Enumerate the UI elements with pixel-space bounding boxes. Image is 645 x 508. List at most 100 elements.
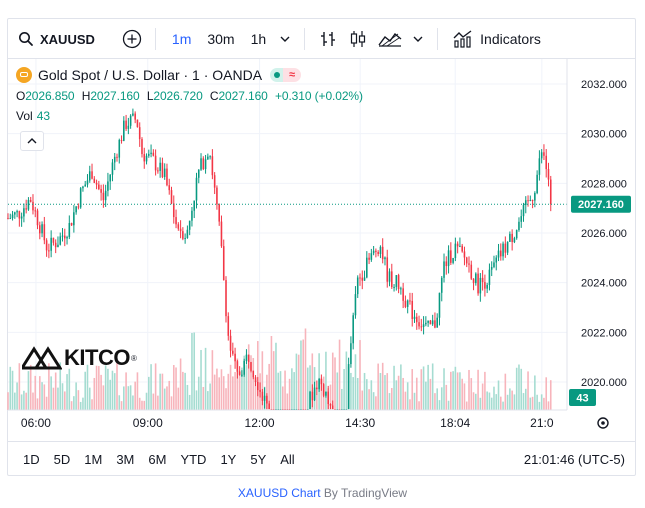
collapse-legend-button[interactable] <box>20 131 44 151</box>
candle-body <box>138 127 141 140</box>
price-tick-label: 2028.000 <box>581 178 627 190</box>
volume-bar <box>329 384 332 410</box>
toolbar-separator <box>154 28 156 50</box>
volume-bar <box>113 373 116 410</box>
candle-body <box>252 370 255 378</box>
range-ytd[interactable]: YTD <box>180 451 207 467</box>
candle-body <box>370 253 373 260</box>
candle-body <box>261 391 264 401</box>
candle-body <box>486 284 488 289</box>
candle-body <box>111 162 114 175</box>
volume-bar <box>429 378 432 410</box>
volume-bar <box>545 377 548 410</box>
volume-bar <box>175 367 177 410</box>
volume-bar <box>359 340 361 410</box>
candle-body <box>225 280 227 317</box>
volume-bar <box>540 394 543 410</box>
time-axis[interactable]: 06:00 09:00 12:00 14:30 18:04 21:0 <box>21 416 554 430</box>
candle-body <box>413 316 416 319</box>
chart-style-dropdown[interactable] <box>407 20 429 58</box>
interval-dropdown[interactable] <box>274 20 296 58</box>
indicators-button[interactable]: Indicators <box>452 20 541 58</box>
candle-body <box>125 120 127 129</box>
volume-bar <box>134 381 136 410</box>
candle-body <box>266 395 268 404</box>
candle-body <box>452 258 454 263</box>
candle-body <box>191 210 193 221</box>
range-3m[interactable]: 3M <box>116 451 135 467</box>
candle-body <box>136 119 139 128</box>
candle-body <box>43 224 46 241</box>
volume-bar <box>34 375 37 410</box>
candle-body <box>91 171 93 179</box>
volume-bar <box>531 396 534 410</box>
candle-body <box>61 235 64 237</box>
interval-1m[interactable]: 1m <box>171 31 192 47</box>
interval-1h[interactable]: 1h <box>250 31 267 47</box>
candle-body <box>429 320 432 325</box>
candle-body <box>499 250 502 257</box>
volume-bar <box>48 363 50 410</box>
bars-style-button[interactable] <box>313 20 343 58</box>
candle-body <box>318 378 320 390</box>
open-value: 2026.850 <box>25 89 75 103</box>
settings-button[interactable] <box>597 417 609 429</box>
volume-bar <box>393 365 395 410</box>
volume-bar <box>422 366 425 410</box>
range-1d[interactable]: 1D <box>23 451 40 467</box>
candle-body <box>434 320 436 328</box>
candle-body <box>502 243 504 257</box>
volume-bar <box>243 355 245 410</box>
candle-body <box>400 288 402 290</box>
candle-body <box>325 391 327 396</box>
volume-label: Vol <box>16 109 33 123</box>
symbol-search[interactable]: XAUUSD <box>18 20 95 58</box>
candle-body <box>79 188 82 208</box>
interval-30m[interactable]: 30m <box>207 31 235 47</box>
candles-style-button[interactable] <box>343 20 373 58</box>
volume-bar <box>404 391 407 410</box>
chart-link[interactable]: XAUUSD Chart <box>237 486 321 500</box>
kitco-registered-mark: ® <box>130 353 137 363</box>
volume-bar <box>484 371 486 410</box>
range-1m[interactable]: 1M <box>84 451 103 467</box>
volume-bar <box>450 371 452 410</box>
area-style-button[interactable] <box>373 20 407 58</box>
volume-bar <box>388 393 391 410</box>
volume-bar <box>11 370 14 410</box>
candle-body <box>415 316 418 323</box>
range-5d[interactable]: 5D <box>53 451 71 467</box>
volume-bar <box>116 362 118 410</box>
candle-body <box>331 405 334 409</box>
candle-body <box>497 250 500 258</box>
volume-bar <box>166 386 168 410</box>
volume-bar <box>338 339 341 410</box>
volume-bar <box>91 399 93 410</box>
market-status-badge[interactable]: ≈ <box>270 68 302 82</box>
candle-body <box>388 271 391 282</box>
candle-body <box>406 300 409 307</box>
timezone-clock[interactable]: 21:01:46 (UTC-5) <box>523 451 625 467</box>
range-1y[interactable]: 1Y <box>220 451 237 467</box>
volume-bar <box>23 390 25 410</box>
candle-body <box>359 277 361 279</box>
candle-body <box>48 250 50 252</box>
range-6m[interactable]: 6M <box>148 451 167 467</box>
candle-body <box>363 277 366 281</box>
range-all[interactable]: All <box>280 451 295 467</box>
candle-body <box>234 353 236 362</box>
candle-body <box>352 315 354 344</box>
volume-bar <box>107 368 109 410</box>
candle-body <box>172 203 175 218</box>
volume-bar <box>79 401 82 410</box>
candle-body <box>227 316 230 336</box>
price-axis[interactable]: 2032.000 2030.000 2028.000 2026.000 2024.000… <box>581 79 627 389</box>
range-5y[interactable]: 5Y <box>250 451 267 467</box>
candle-body <box>524 200 527 206</box>
compare-add-button[interactable] <box>117 20 147 58</box>
candle-body <box>18 211 21 219</box>
volume-bar <box>184 372 186 410</box>
candle-body <box>327 391 329 405</box>
candle-body <box>445 261 448 267</box>
